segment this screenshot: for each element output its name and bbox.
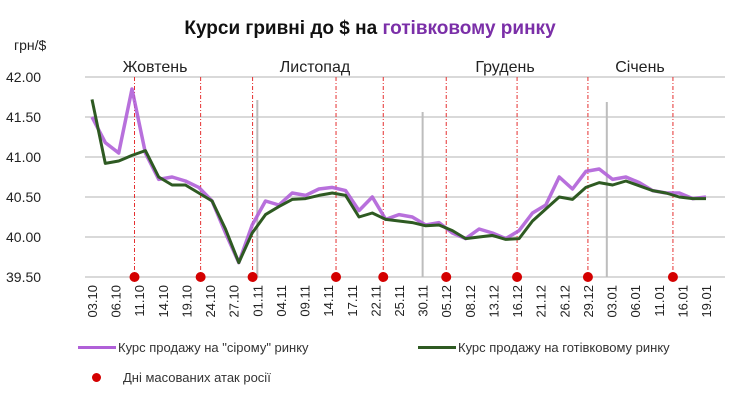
attack-day-marker — [247, 272, 258, 282]
y-tick-label: 41.00 — [6, 149, 41, 165]
series-line-grey — [90, 87, 707, 265]
month-label: Грудень — [475, 59, 534, 76]
legend-swatch-grey — [78, 346, 116, 349]
x-tick-label: 19.10 — [179, 285, 194, 318]
x-tick-label: 24.10 — [203, 285, 218, 318]
x-tick-label: 19.01 — [699, 285, 714, 318]
y-tick-label: 41.50 — [6, 109, 41, 125]
x-tick-label: 11.01 — [652, 285, 667, 317]
attack-day-marker — [195, 272, 206, 282]
attack-day-marker — [331, 272, 342, 282]
y-tick-label: 40.50 — [6, 189, 41, 205]
month-label: Січень — [615, 59, 665, 76]
x-tick-label: 21.12 — [534, 285, 549, 318]
x-tick-label: 06.01 — [628, 285, 643, 318]
x-tick-label: 05.12 — [439, 285, 454, 318]
attack-day-marker — [667, 272, 678, 282]
legend-swatch-cash — [418, 346, 456, 349]
x-tick-label: 04.11 — [274, 285, 289, 317]
x-tick-label: 06.10 — [109, 285, 124, 318]
attack-day-marker — [441, 272, 452, 282]
x-tick-label: 17.11 — [345, 285, 360, 317]
x-tick-label: 25.11 — [392, 285, 407, 317]
x-tick-label: 13.12 — [486, 285, 501, 318]
x-tick-label: 16.12 — [510, 285, 525, 318]
legend-dot-attacks — [92, 373, 101, 382]
series-line-cash — [90, 99, 706, 265]
x-tick-label: 14.11 — [321, 285, 336, 317]
legend-item-attacks: Дні масованих атак росії — [78, 370, 271, 385]
x-tick-label: 11.10 — [132, 285, 147, 317]
y-tick-label: 40.00 — [6, 229, 41, 245]
legend-item-grey: Курс продажу на "сірому" ринку — [78, 340, 309, 355]
x-tick-label: 08.12 — [463, 285, 478, 318]
x-tick-label: 26.12 — [557, 285, 572, 318]
x-tick-label: 30.11 — [416, 285, 431, 317]
x-tick-label: 22.11 — [368, 285, 383, 317]
y-tick-label: 42.00 — [6, 69, 41, 85]
x-tick-label: 01.11 — [250, 285, 265, 317]
x-tick-label: 16.01 — [675, 285, 690, 318]
legend-label-grey: Курс продажу на "сірому" ринку — [118, 340, 309, 355]
x-tick-label: 09.11 — [298, 285, 313, 317]
x-tick-label: 03.10 — [85, 285, 100, 318]
attack-day-marker — [582, 272, 593, 282]
legend-label-cash: Курс продажу на готівковому ринку — [458, 340, 670, 355]
y-tick-label: 39.50 — [6, 269, 41, 285]
title-accent: готівковому ринку — [382, 18, 556, 39]
month-label: Листопад — [280, 59, 351, 76]
chart-title: Курси гривні до $ на готівковому ринку — [0, 18, 740, 40]
legend-label-attacks: Дні масованих атак росії — [123, 370, 271, 385]
x-tick-label: 14.10 — [156, 285, 171, 318]
y-axis-label: грн/$ — [14, 37, 47, 53]
legend-item-cash: Курс продажу на готівковому ринку — [418, 340, 670, 355]
attack-day-marker — [512, 272, 523, 282]
x-tick-label: 03.01 — [605, 285, 620, 318]
month-label: Жовтень — [123, 59, 188, 76]
attack-day-marker — [129, 272, 140, 282]
x-tick-label: 29.12 — [581, 285, 596, 318]
attack-day-marker — [378, 272, 389, 282]
x-tick-label: 27.10 — [227, 285, 242, 318]
title-main: Курси гривні до $ на — [184, 18, 383, 39]
